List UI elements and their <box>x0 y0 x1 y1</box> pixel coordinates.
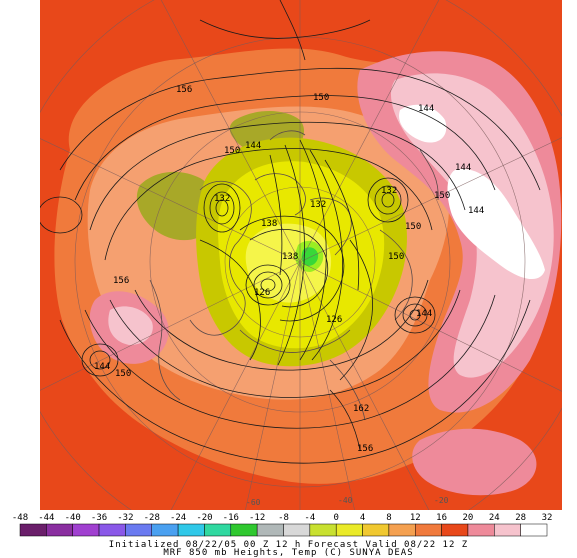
colorbar-tick-label: 16 <box>436 513 447 523</box>
contour-label: 138 <box>282 252 298 262</box>
low-center-northwest <box>40 196 83 234</box>
coastlines <box>149 130 439 421</box>
contour-label: 126 <box>254 288 270 298</box>
colorbar-tick-label: -20 <box>196 513 212 523</box>
contour-label: 138 <box>261 219 277 229</box>
contour-label: 150 <box>224 146 240 156</box>
colorbar-swatch <box>309 523 337 537</box>
colorbar-swatch <box>520 523 548 537</box>
temperature-colorbar: -48 -44 -40 -36 -32 -28 -24 -20 -16 -12 -8 -4 0 4 8 12 1… <box>12 513 553 537</box>
contour-label: 126 <box>326 315 342 325</box>
contour-label: 156 <box>113 276 129 286</box>
colorbar-tick-label: 32 <box>542 513 553 523</box>
contour-label: 144 <box>455 163 471 173</box>
colorbar-tick-label: 8 <box>386 513 391 523</box>
temp-region-lightpink-right <box>390 73 554 378</box>
contour-label: 150 <box>313 93 329 103</box>
colorbar-swatch <box>362 523 390 537</box>
colorbar-swatch <box>467 523 495 537</box>
contour-label: 156 <box>176 85 192 95</box>
contour-label: 150 <box>434 191 450 201</box>
colorbar-tick-label: 0 <box>333 513 338 523</box>
colorbar-tick-label: 20 <box>463 513 474 523</box>
colorbar-tick-label: -12 <box>249 513 265 523</box>
contour-label: 144 <box>418 104 434 114</box>
meridian-label: -20 <box>434 496 449 505</box>
low-center-east <box>367 177 409 223</box>
colorbar-swatch <box>19 523 47 537</box>
temp-region-green <box>301 247 319 266</box>
height-contours <box>40 0 541 464</box>
contour-label: 150 <box>405 222 421 232</box>
colorbar-tick-label: -8 <box>278 513 289 523</box>
caption-init-line: Initialized 08/22/05 00 Z 12 h Forecast … <box>108 540 469 550</box>
contour-label: 150 <box>115 369 131 379</box>
colorbar-swatches <box>19 523 548 537</box>
colorbar-swatch <box>125 523 153 537</box>
colorbar-tick-label: -4 <box>304 513 315 523</box>
colorbar-tick-label: -28 <box>144 513 160 523</box>
colorbar-swatch <box>98 523 126 537</box>
temp-region-white-top <box>399 104 447 143</box>
colorbar-tick-label: 4 <box>360 513 365 523</box>
low-center-west <box>203 183 241 233</box>
contour-label: 156 <box>357 444 373 454</box>
colorbar-swatch <box>388 523 416 537</box>
colorbar-swatch <box>441 523 469 537</box>
colorbar-tick-label: -32 <box>117 513 133 523</box>
colorbar-tick-label: -16 <box>223 513 239 523</box>
colorbar-tick-label: -36 <box>91 513 107 523</box>
colorbar-swatch <box>256 523 284 537</box>
colorbar-tick-labels: -48 -44 -40 -36 -32 -28 -24 -20 -16 -12 -8 -4 0 4 8 12 1… <box>12 513 553 523</box>
colorbar-swatch <box>204 523 232 537</box>
colorbar-tick-label: -24 <box>170 513 186 523</box>
contour-label: 132 <box>214 194 230 204</box>
contour-label: 144 <box>416 309 432 319</box>
contour-label: 144 <box>94 362 110 372</box>
temp-region-pink-bottom <box>412 428 537 496</box>
meridian-label: -40 <box>338 496 353 505</box>
colorbar-swatch <box>415 523 442 537</box>
contour-label-group: 156 150 144 150 144 144 132 150 132 132 … <box>94 85 484 454</box>
colorbar-tick-label: 28 <box>515 513 526 523</box>
meridian-label-group: -60 -40 -20 <box>246 496 449 507</box>
colorbar-swatch <box>335 523 363 537</box>
contour-label: 144 <box>245 141 261 151</box>
low-center-southwest <box>81 343 119 377</box>
colorbar-swatch <box>46 523 73 537</box>
contour-label: 150 <box>388 252 404 262</box>
contour-label: 132 <box>310 200 326 210</box>
colorbar-tick-label: 12 <box>410 513 421 523</box>
colorbar-swatch <box>494 523 521 537</box>
colorbar-swatch <box>151 523 179 537</box>
low-center-south <box>245 264 291 306</box>
colorbar-swatch <box>283 523 311 537</box>
low-center-southeast <box>394 296 436 334</box>
meridian-label: -60 <box>246 498 261 507</box>
colorbar-swatch <box>230 523 258 537</box>
temp-region-white-right <box>447 169 545 280</box>
colorbar-swatch <box>72 523 100 537</box>
weather-map: 156 150 144 150 144 144 132 150 132 132 … <box>40 0 562 510</box>
contour-label: 162 <box>353 404 369 414</box>
colorbar-tick-label: -48 <box>12 513 28 523</box>
contour-label: 132 <box>381 186 397 196</box>
colorbar-swatch <box>177 523 205 537</box>
caption-product-line: MRF 850 mb Heights, Temp (C) SUNYA DEAS <box>163 548 414 558</box>
contour-label: 144 <box>468 206 484 216</box>
colorbar-tick-label: 24 <box>489 513 500 523</box>
colorbar-tick-label: -40 <box>65 513 81 523</box>
colorbar-tick-label: -44 <box>38 513 54 523</box>
